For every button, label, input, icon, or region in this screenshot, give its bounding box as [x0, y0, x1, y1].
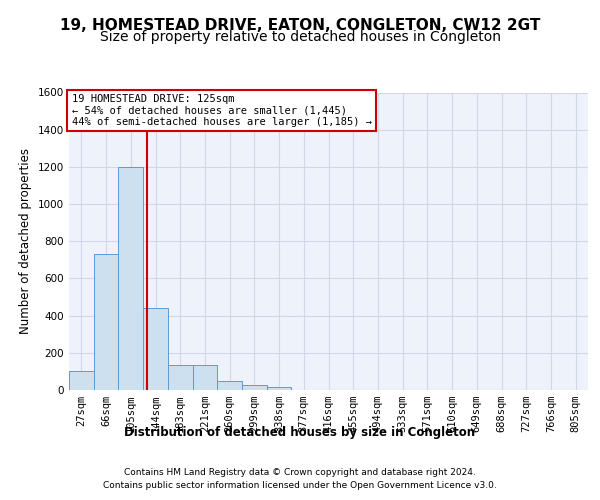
Bar: [118, 167, 143, 390]
Text: Size of property relative to detached houses in Congleton: Size of property relative to detached ho…: [100, 30, 500, 44]
Bar: [193, 365, 217, 390]
Text: 19, HOMESTEAD DRIVE, EATON, CONGLETON, CW12 2GT: 19, HOMESTEAD DRIVE, EATON, CONGLETON, C…: [60, 18, 540, 32]
Bar: [217, 380, 242, 390]
Bar: [69, 372, 94, 390]
Bar: [94, 254, 118, 390]
Bar: [168, 365, 193, 390]
Bar: [267, 387, 292, 390]
Bar: [143, 308, 168, 390]
Text: Distribution of detached houses by size in Congleton: Distribution of detached houses by size …: [124, 426, 476, 439]
Bar: [242, 385, 267, 390]
Text: Contains public sector information licensed under the Open Government Licence v3: Contains public sector information licen…: [103, 480, 497, 490]
Text: Contains HM Land Registry data © Crown copyright and database right 2024.: Contains HM Land Registry data © Crown c…: [124, 468, 476, 477]
Text: 19 HOMESTEAD DRIVE: 125sqm
← 54% of detached houses are smaller (1,445)
44% of s: 19 HOMESTEAD DRIVE: 125sqm ← 54% of deta…: [71, 94, 371, 127]
Y-axis label: Number of detached properties: Number of detached properties: [19, 148, 32, 334]
